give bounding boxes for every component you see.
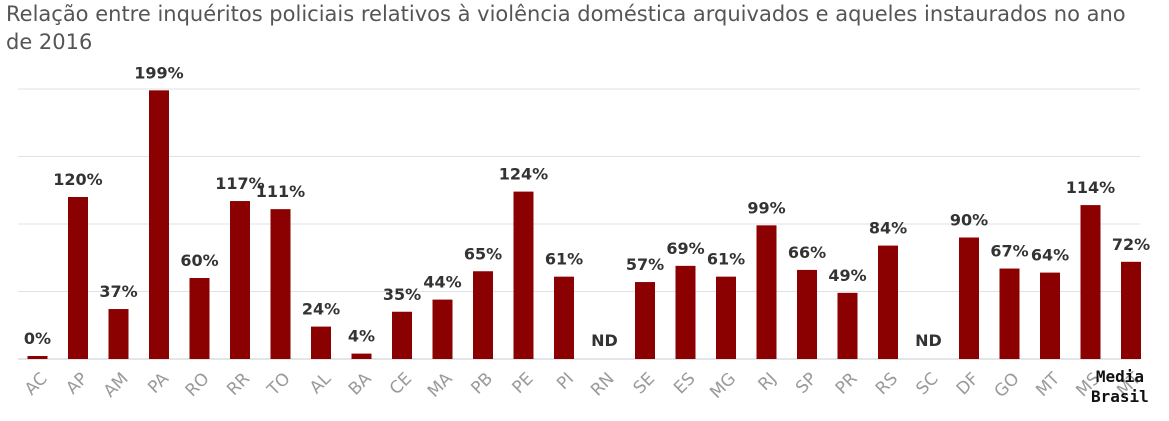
x-tick-label: CE — [386, 369, 416, 399]
bar — [108, 309, 129, 359]
data-label: 44% — [423, 273, 461, 292]
x-tick-label: PA — [144, 369, 173, 398]
data-label: ND — [915, 331, 942, 350]
data-label: 69% — [666, 239, 704, 258]
x-tick-label: MG — [706, 369, 740, 403]
bar — [797, 269, 817, 359]
bar — [27, 356, 48, 359]
bar — [1121, 261, 1141, 359]
x-tick-label: PB — [467, 369, 497, 399]
x-tick-label: MA — [424, 369, 457, 402]
data-label: 66% — [788, 243, 826, 262]
bar — [999, 268, 1020, 359]
x-tick-label: MT — [1032, 369, 1064, 401]
data-label: 35% — [383, 285, 421, 304]
x-tick-label: RJ — [755, 369, 781, 395]
bar — [149, 90, 169, 359]
bar — [1040, 272, 1060, 359]
x-tick-label: RN — [587, 369, 618, 400]
x-tick-label: TO — [263, 369, 295, 401]
data-label: 120% — [53, 170, 102, 189]
x-tick-label: RO — [182, 369, 214, 401]
x-tick-label: BA — [345, 369, 376, 400]
data-label: 67% — [990, 242, 1028, 261]
data-label: 84% — [869, 219, 907, 238]
x-tick-label: AL — [306, 369, 335, 398]
x-tick-label: ES — [670, 369, 699, 398]
data-label: 57% — [626, 255, 664, 274]
x-tick-label: PI — [553, 369, 578, 394]
data-label: ND — [591, 331, 618, 350]
bars — [27, 90, 1141, 359]
data-label: 111% — [256, 182, 305, 201]
data-label: 4% — [348, 327, 375, 346]
bar — [270, 209, 291, 359]
bar — [432, 299, 453, 359]
data-label: 60% — [180, 251, 218, 270]
source-credit: Media Brasil — [1091, 367, 1149, 407]
data-label: 72% — [1112, 235, 1150, 254]
data-labels: 0% 120% 37% 199% 60% 117%111% 24% 4% 35%44%65% 12… — [24, 63, 1150, 350]
bar — [513, 191, 534, 359]
x-tick-label: RS — [872, 369, 902, 399]
bar — [878, 245, 898, 359]
x-tick-label: PE — [509, 369, 538, 398]
bar — [716, 276, 736, 359]
chart-title: Relação entre inquéritos policiais relat… — [6, 2, 1126, 54]
bar — [351, 353, 372, 359]
source-line-2: Brasil — [1091, 387, 1149, 406]
data-label: 65% — [464, 244, 502, 263]
x-tick-label: AM — [100, 369, 133, 402]
data-label: 64% — [1031, 246, 1069, 265]
x-tick-label: PR — [832, 369, 862, 399]
data-label: 0% — [24, 329, 51, 348]
data-label: 61% — [545, 250, 583, 269]
x-tick-label: SC — [912, 369, 942, 399]
x-tick-label: AP — [62, 369, 92, 399]
x-tick-label: SP — [792, 369, 821, 398]
source-line-1: Media — [1095, 367, 1144, 386]
data-label: 114% — [1066, 178, 1115, 197]
data-label: 99% — [747, 198, 785, 217]
x-tick-label: SE — [630, 369, 659, 398]
bar — [837, 292, 858, 359]
data-label: 24% — [302, 300, 340, 319]
data-label: 61% — [707, 250, 745, 269]
bar — [230, 201, 250, 359]
bar — [554, 276, 574, 359]
bar — [635, 282, 655, 359]
x-tick-label: DF — [953, 369, 983, 399]
data-label: 49% — [828, 266, 866, 285]
bar — [675, 265, 696, 359]
bar — [473, 271, 493, 359]
bar — [959, 237, 979, 359]
bar — [392, 311, 412, 359]
bar — [189, 278, 210, 359]
x-tick-label: GO — [991, 369, 1024, 402]
data-label: 90% — [950, 211, 988, 230]
data-label: 124% — [499, 165, 548, 184]
data-label: 117% — [215, 174, 264, 193]
bar — [311, 326, 331, 359]
bar — [68, 197, 88, 359]
x-tick-label: AC — [21, 369, 52, 400]
bar — [756, 225, 777, 359]
bar — [1080, 205, 1101, 359]
data-label: 199% — [134, 63, 183, 82]
x-tick-label: RR — [223, 369, 254, 400]
x-tick-labels: AC AP AM PA RO RR TO AL BA CE MA PB PE PI RN SE ES MG RJ SP… — [21, 369, 1145, 403]
data-label: 37% — [99, 282, 137, 301]
